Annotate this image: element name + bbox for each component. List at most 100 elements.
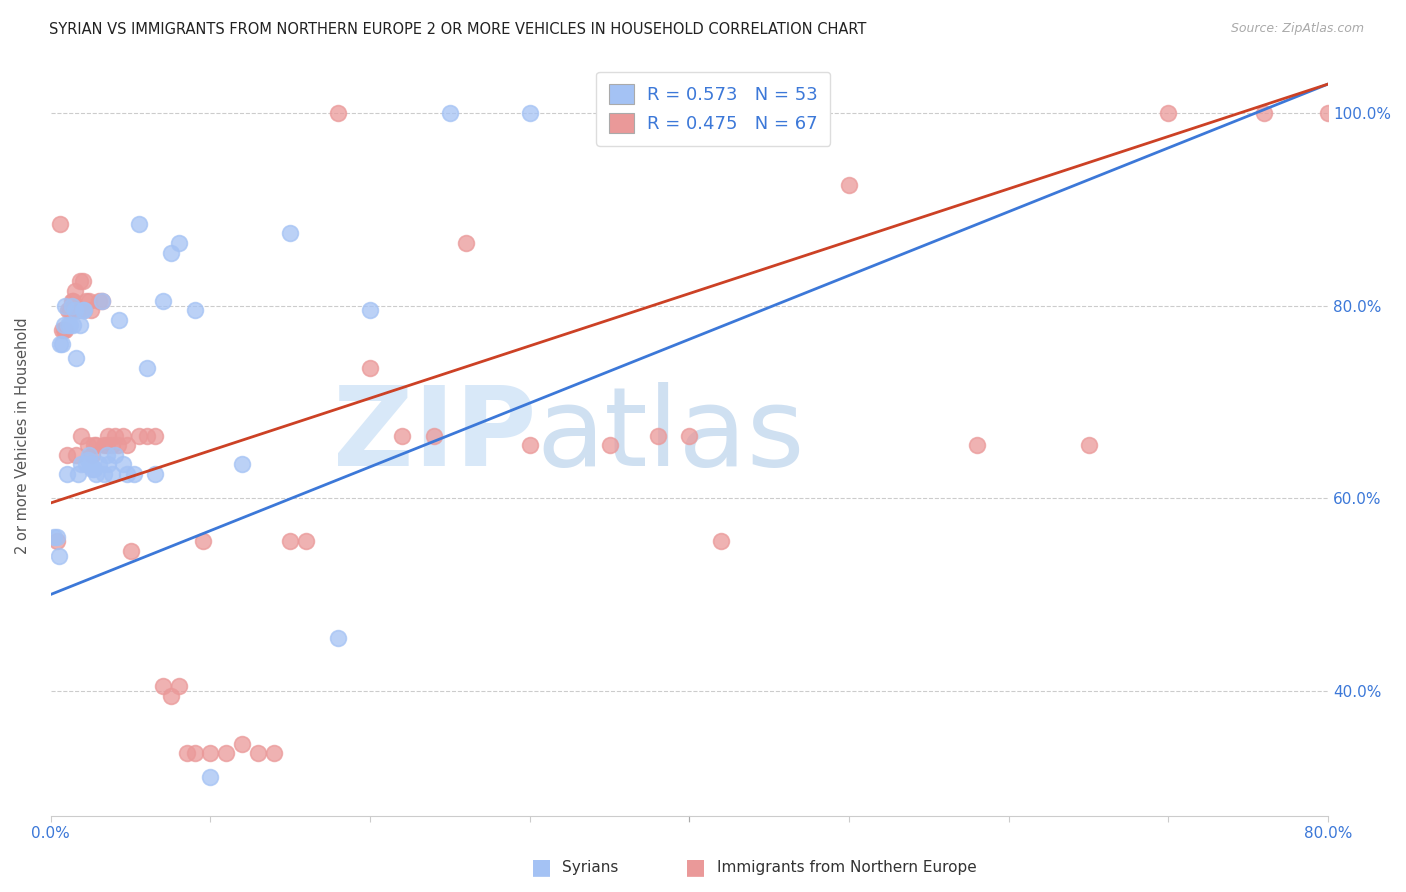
Point xyxy=(454,235,477,250)
Point xyxy=(52,318,75,332)
Point xyxy=(176,747,198,761)
Text: Immigrants from Northern Europe: Immigrants from Northern Europe xyxy=(717,860,977,874)
Point xyxy=(263,747,285,761)
Point xyxy=(107,438,129,452)
Legend: R = 0.573   N = 53, R = 0.475   N = 67: R = 0.573 N = 53, R = 0.475 N = 67 xyxy=(596,71,831,146)
Point xyxy=(167,235,190,250)
Point xyxy=(231,458,253,472)
Point xyxy=(52,322,75,336)
Point xyxy=(75,458,97,472)
Point xyxy=(143,467,166,481)
Point xyxy=(439,106,461,120)
Point xyxy=(519,106,541,120)
Point xyxy=(359,303,381,318)
Point xyxy=(1253,106,1275,120)
Point xyxy=(59,303,82,318)
Point xyxy=(60,299,83,313)
Point xyxy=(46,534,69,549)
Point xyxy=(97,428,120,442)
Point xyxy=(58,318,80,332)
Point xyxy=(117,467,139,481)
Point xyxy=(59,318,82,332)
Point xyxy=(423,428,446,442)
Point xyxy=(73,303,96,318)
Point xyxy=(183,303,205,318)
Point xyxy=(69,275,91,289)
Point xyxy=(72,303,94,318)
Point xyxy=(62,293,84,308)
Point xyxy=(135,361,157,376)
Point xyxy=(135,428,157,442)
Point xyxy=(75,293,97,308)
Point xyxy=(51,337,73,351)
Point xyxy=(295,534,318,549)
Point xyxy=(80,303,103,318)
Point xyxy=(65,351,87,366)
Point xyxy=(84,467,107,481)
Point xyxy=(231,737,253,751)
Point xyxy=(93,467,115,481)
Text: ■: ■ xyxy=(531,857,551,877)
Point xyxy=(53,299,76,313)
Point xyxy=(128,428,150,442)
Point xyxy=(104,428,127,442)
Point xyxy=(80,458,103,472)
Text: Source: ZipAtlas.com: Source: ZipAtlas.com xyxy=(1230,22,1364,36)
Point xyxy=(87,458,110,472)
Point xyxy=(62,318,84,332)
Point xyxy=(100,438,122,452)
Point xyxy=(152,679,174,693)
Point xyxy=(391,428,413,442)
Point xyxy=(76,452,98,467)
Point xyxy=(42,530,65,544)
Point xyxy=(183,747,205,761)
Point xyxy=(599,438,621,452)
Point xyxy=(215,747,238,761)
Point xyxy=(159,689,181,703)
Point xyxy=(128,217,150,231)
Point xyxy=(70,458,93,472)
Point xyxy=(66,467,89,481)
Point xyxy=(111,428,134,442)
Point xyxy=(53,322,76,336)
Point xyxy=(56,467,79,481)
Point xyxy=(111,458,134,472)
Point xyxy=(63,303,86,318)
Point xyxy=(46,530,69,544)
Point xyxy=(278,534,301,549)
Point xyxy=(96,448,118,462)
Point xyxy=(63,284,86,298)
Point xyxy=(1317,106,1340,120)
Point xyxy=(72,275,94,289)
Point xyxy=(82,448,104,462)
Y-axis label: 2 or more Vehicles in Household: 2 or more Vehicles in Household xyxy=(15,318,30,554)
Point xyxy=(152,293,174,308)
Point xyxy=(838,178,860,193)
Point xyxy=(77,293,100,308)
Point xyxy=(647,428,669,442)
Point xyxy=(51,322,73,336)
Point xyxy=(647,106,669,120)
Point xyxy=(519,438,541,452)
Point xyxy=(73,303,96,318)
Point xyxy=(100,467,122,481)
Point xyxy=(328,631,350,645)
Point xyxy=(90,293,112,308)
Point xyxy=(90,293,112,308)
Point xyxy=(65,448,87,462)
Point xyxy=(66,303,89,318)
Point xyxy=(108,313,131,327)
Point xyxy=(76,438,98,452)
Point xyxy=(200,771,222,785)
Point xyxy=(159,245,181,260)
Point xyxy=(84,438,107,452)
Point xyxy=(725,106,748,120)
Point xyxy=(122,467,145,481)
Point xyxy=(49,337,72,351)
Point xyxy=(83,462,105,476)
Point xyxy=(328,106,350,120)
Point xyxy=(87,293,110,308)
Text: ■: ■ xyxy=(686,857,706,877)
Point xyxy=(200,747,222,761)
Point xyxy=(247,747,270,761)
